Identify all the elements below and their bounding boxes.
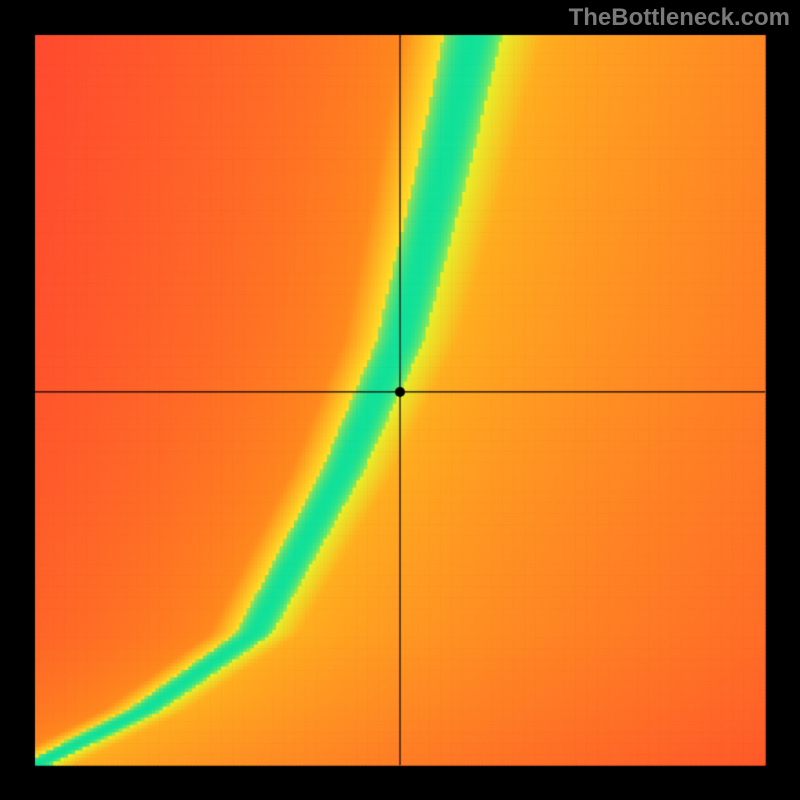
chart-container: TheBottleneck.com — [0, 0, 800, 800]
watermark-text: TheBottleneck.com — [569, 4, 790, 32]
heatmap-plot — [0, 0, 800, 800]
